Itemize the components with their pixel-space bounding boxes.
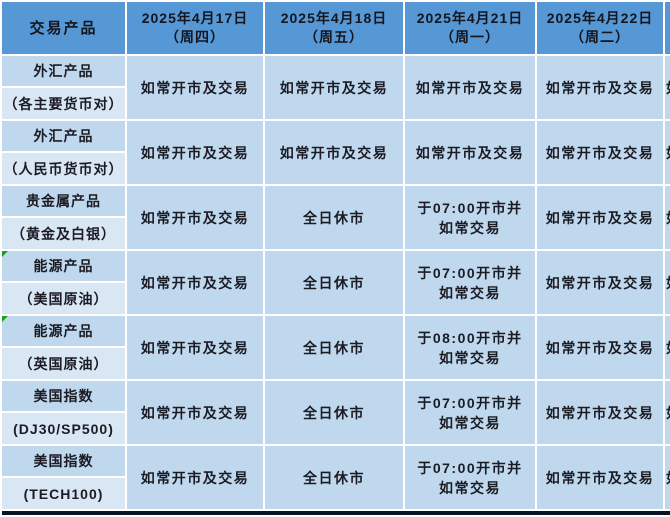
product-name-cell[interactable]: 外汇产品 (2, 121, 125, 151)
schedule-cell[interactable]: 如常开市及交易 (127, 121, 263, 184)
schedule-cell[interactable]: 如常开市及交易 (537, 446, 663, 509)
schedule-cell[interactable]: 全日休市 (265, 381, 403, 444)
schedule-cell[interactable]: 如常开市及交易 (127, 251, 263, 314)
product-name-cell[interactable]: 贵金属产品 (2, 186, 125, 216)
product-detail-cell[interactable]: （各主要货币对） (2, 88, 125, 119)
schedule-cell[interactable]: 如常开市及交易 (537, 186, 663, 249)
schedule-cell[interactable]: 于08:00开市并如常交易 (405, 316, 535, 379)
schedule-cell[interactable]: 如常开市及交易 (127, 316, 263, 379)
header-product-label: 交易产品 (29, 19, 98, 37)
schedule-cell[interactable]: 如常开市及交易 (265, 56, 403, 119)
clipped-cell[interactable]: 如 (665, 56, 670, 119)
schedule-cell[interactable]: 如常开市及交易 (537, 251, 663, 314)
schedule-cell[interactable]: 全日休市 (265, 316, 403, 379)
clipped-cell[interactable]: 如 (665, 446, 670, 509)
header-weekday-text: （周一） (440, 29, 500, 45)
header-cell-date-3[interactable]: 2025年4月22日 （周二） (537, 2, 663, 54)
header-date-text: 2025年4月21日 (416, 10, 524, 26)
schedule-cell[interactable]: 如常开市及交易 (537, 56, 663, 119)
schedule-cell[interactable]: 如常开市及交易 (127, 381, 263, 444)
header-date-text: 2025年4月18日 (280, 10, 388, 26)
product-detail-cell[interactable]: (TECH100) (2, 478, 125, 509)
clipped-cell[interactable]: 如 (665, 186, 670, 249)
schedule-cell[interactable]: 如常开市及交易 (537, 381, 663, 444)
header-cell-date-1[interactable]: 2025年4月18日 （周五） (265, 2, 403, 54)
product-detail-cell[interactable]: （英国原油） (2, 348, 125, 379)
schedule-cell[interactable]: 如常开市及交易 (265, 121, 403, 184)
header-cell-clipped[interactable] (665, 2, 670, 54)
header-date-text: 2025年4月22日 (546, 10, 654, 26)
table-row-product-cell[interactable]: 能源产品 （美国原油） (2, 251, 125, 314)
product-name-cell[interactable]: 能源产品 (2, 316, 125, 346)
product-detail-cell[interactable]: （黄金及白银） (2, 218, 125, 249)
schedule-cell[interactable]: 如常开市及交易 (405, 121, 535, 184)
product-detail-cell[interactable]: (DJ30/SP500) (2, 413, 125, 444)
schedule-cell[interactable]: 如常开市及交易 (405, 56, 535, 119)
header-cell-date-2[interactable]: 2025年4月21日 （周一） (405, 2, 535, 54)
product-name-cell[interactable]: 外汇产品 (2, 56, 125, 86)
table-row-product-cell[interactable]: 能源产品 （英国原油） (2, 316, 125, 379)
header-date-text: 2025年4月17日 (141, 10, 249, 26)
product-name-cell[interactable]: 美国指数 (2, 446, 125, 476)
table-row-product-cell[interactable]: 外汇产品 （人民币货币对） (2, 121, 125, 184)
table-row-product-cell[interactable]: 美国指数 (TECH100) (2, 446, 125, 509)
product-name-text: 能源产品 (33, 258, 94, 274)
clipped-cell[interactable]: 如 (665, 381, 670, 444)
next-row-top-border (2, 511, 670, 515)
schedule-cell[interactable]: 如常开市及交易 (127, 186, 263, 249)
trading-schedule-table: 交易产品 2025年4月17日 （周四） 2025年4月18日 （周五） 202… (2, 2, 670, 509)
schedule-cell[interactable]: 于07:00开市并如常交易 (405, 251, 535, 314)
schedule-cell[interactable]: 如常开市及交易 (127, 56, 263, 119)
schedule-cell[interactable]: 全日休市 (265, 186, 403, 249)
schedule-cell[interactable]: 于07:00开市并如常交易 (405, 186, 535, 249)
table-row-product-cell[interactable]: 贵金属产品 （黄金及白银） (2, 186, 125, 249)
product-detail-cell[interactable]: （人民币货币对） (2, 153, 125, 184)
header-weekday-text: （周四） (165, 29, 225, 45)
header-cell-product[interactable]: 交易产品 (2, 2, 125, 54)
schedule-cell[interactable]: 如常开市及交易 (127, 446, 263, 509)
product-name-text: 能源产品 (33, 323, 94, 339)
product-name-cell[interactable]: 能源产品 (2, 251, 125, 281)
schedule-cell[interactable]: 如常开市及交易 (537, 121, 663, 184)
schedule-cell[interactable]: 于07:00开市并如常交易 (405, 446, 535, 509)
product-detail-cell[interactable]: （美国原油） (2, 283, 125, 314)
product-name-cell[interactable]: 美国指数 (2, 381, 125, 411)
header-weekday-text: （周五） (304, 29, 364, 45)
schedule-cell[interactable]: 于07:00开市并如常交易 (405, 381, 535, 444)
excel-error-corner-icon (2, 251, 8, 257)
schedule-cell[interactable]: 全日休市 (265, 251, 403, 314)
table-row-product-cell[interactable]: 外汇产品 （各主要货币对） (2, 56, 125, 119)
clipped-cell[interactable]: 如 (665, 121, 670, 184)
table-row-product-cell[interactable]: 美国指数 (DJ30/SP500) (2, 381, 125, 444)
schedule-cell[interactable]: 如常开市及交易 (537, 316, 663, 379)
schedule-cell[interactable]: 全日休市 (265, 446, 403, 509)
header-cell-date-0[interactable]: 2025年4月17日 （周四） (127, 2, 263, 54)
clipped-cell[interactable]: 如 (665, 316, 670, 379)
excel-error-corner-icon (2, 316, 8, 322)
header-weekday-text: （周二） (570, 29, 630, 45)
clipped-cell[interactable]: 如 (665, 251, 670, 314)
